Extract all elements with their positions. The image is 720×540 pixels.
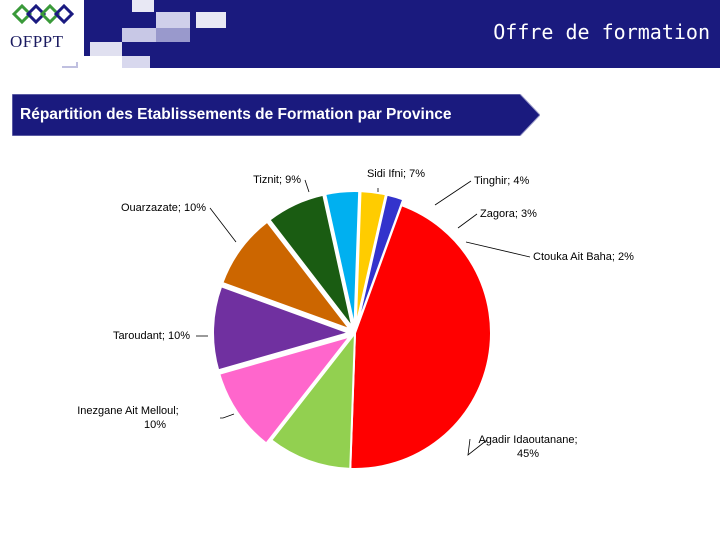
slice-label: Ouarzazate; 10% <box>121 202 206 214</box>
pie-slice <box>268 193 354 329</box>
logo-text: OFPPT <box>10 32 64 51</box>
pie-slice <box>324 190 361 328</box>
slice-label: Inezgane Ait Melloul; <box>77 405 179 417</box>
slice-label: Tinghir; 4% <box>474 175 529 187</box>
pie-slice <box>221 220 354 332</box>
slice-label: Sidi Ifni; 7% <box>367 168 425 180</box>
header-band <box>84 0 720 68</box>
pie-slice <box>355 193 405 328</box>
banner-title: Répartition des Etablissements de Format… <box>20 106 452 123</box>
pie-slice <box>269 329 357 470</box>
header-decor-square <box>90 42 122 56</box>
ofppt-logo-mark <box>11 4 74 25</box>
leader-line <box>220 413 235 419</box>
leader-line <box>457 213 478 229</box>
pie-chart: Agadir Idaoutanane; 45% Inezgane Ait Mello… <box>77 168 634 470</box>
pie-slice <box>218 334 353 445</box>
slice-label: 10% <box>144 419 166 431</box>
header-decor-square <box>122 28 156 42</box>
slice-label: Ctouka Ait Baha; 2% <box>533 251 634 263</box>
header-decor-square <box>132 0 154 12</box>
slice-label: Zagora; 3% <box>480 208 537 220</box>
leader-line <box>304 179 310 193</box>
header: OFPPT Offre de formation <box>0 0 720 68</box>
leader-line <box>467 438 488 456</box>
pie-slice <box>349 203 492 470</box>
header-decor-square <box>156 28 190 42</box>
leader-line <box>465 241 531 258</box>
header-title: Offre de formation <box>493 20 710 44</box>
header-decor-square <box>196 12 226 28</box>
header-decor-square <box>122 56 150 68</box>
leader-line <box>434 180 472 206</box>
leader-line <box>209 207 237 243</box>
header-decor-square <box>84 56 122 68</box>
ofppt-logo: OFPPT <box>4 2 76 66</box>
pie-slice <box>212 284 353 372</box>
slice-label: 45% <box>517 448 539 460</box>
slice-label: Agadir Idaoutanane; <box>478 434 577 446</box>
slice-label: Taroudant; 10% <box>113 330 190 342</box>
banner <box>12 94 540 136</box>
header-decor-square <box>156 12 190 28</box>
slice-label: Tiznit; 9% <box>253 174 301 186</box>
